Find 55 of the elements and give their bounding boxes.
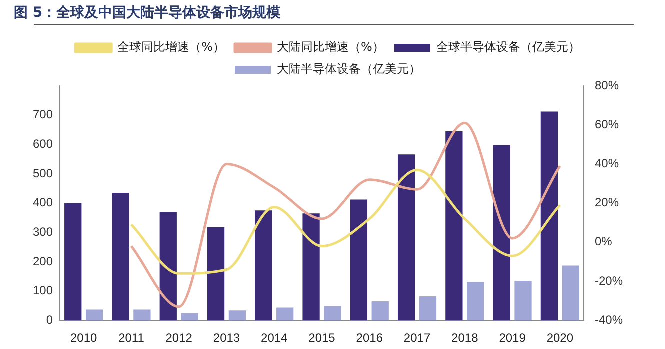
bar bbox=[562, 266, 580, 321]
x-tick-label: 2018 bbox=[452, 331, 479, 346]
y2-tick-label: 20% bbox=[594, 196, 620, 210]
bar bbox=[160, 212, 177, 321]
legend-label: 大陆半导体设备（亿美元） bbox=[277, 62, 421, 76]
bar bbox=[467, 282, 484, 321]
y-tick-label: 0 bbox=[46, 312, 54, 327]
x-tick-label: 2010 bbox=[70, 331, 98, 346]
x-tick-label: 2015 bbox=[308, 331, 336, 346]
y-tick-label: 600 bbox=[32, 136, 54, 151]
y2-tick-label: 60% bbox=[594, 117, 620, 132]
bar bbox=[514, 281, 532, 321]
y2-tick-label: -20% bbox=[594, 274, 624, 288]
bar bbox=[276, 308, 294, 321]
bar bbox=[86, 310, 104, 321]
bar bbox=[350, 200, 368, 321]
line-series bbox=[130, 168, 562, 275]
bar bbox=[228, 310, 246, 321]
bar bbox=[493, 145, 510, 321]
x-tick-label: 2016 bbox=[356, 331, 384, 346]
y-tick-label: 200 bbox=[32, 254, 54, 268]
x-tick-label: 2019 bbox=[499, 331, 526, 346]
legend-label: 大陆同比增速（%） bbox=[277, 40, 384, 54]
bar bbox=[302, 214, 320, 321]
x-tick-label: 2014 bbox=[261, 331, 288, 346]
y-tick-label: 700 bbox=[32, 108, 54, 122]
line-series bbox=[130, 122, 562, 308]
y2-tick-label: 80% bbox=[594, 78, 620, 92]
x-tick-label: 2013 bbox=[213, 331, 240, 346]
bar bbox=[540, 112, 558, 321]
y-tick-label: 400 bbox=[32, 196, 54, 210]
bar bbox=[255, 210, 272, 321]
bar bbox=[446, 131, 463, 321]
bar bbox=[112, 193, 130, 321]
x-tick-label: 2020 bbox=[546, 331, 574, 346]
bar bbox=[64, 203, 82, 321]
legend-label: 全球同比增速（%） bbox=[118, 40, 226, 54]
bar bbox=[372, 302, 389, 321]
bar bbox=[134, 310, 151, 321]
y2-tick-label: 40% bbox=[594, 156, 620, 171]
x-tick-label: 2017 bbox=[404, 331, 431, 346]
bar bbox=[181, 313, 198, 321]
y-tick-label: 100 bbox=[32, 284, 54, 298]
y-tick-label: 500 bbox=[32, 166, 54, 180]
y2-tick-label: 0% bbox=[594, 234, 613, 249]
x-tick-label: 2011 bbox=[118, 331, 145, 346]
legend-label: 全球半导体设备（亿美元） bbox=[436, 40, 580, 54]
y-tick-label: 300 bbox=[32, 224, 54, 239]
x-tick-label: 2012 bbox=[166, 331, 193, 346]
bar bbox=[324, 306, 342, 321]
y2-tick-label: -40% bbox=[594, 312, 624, 327]
bar bbox=[398, 154, 416, 321]
bar bbox=[207, 227, 225, 321]
bar bbox=[419, 296, 437, 321]
chart-title: 图 5：全球及中国大陆半导体设备市场规模 bbox=[14, 4, 281, 22]
